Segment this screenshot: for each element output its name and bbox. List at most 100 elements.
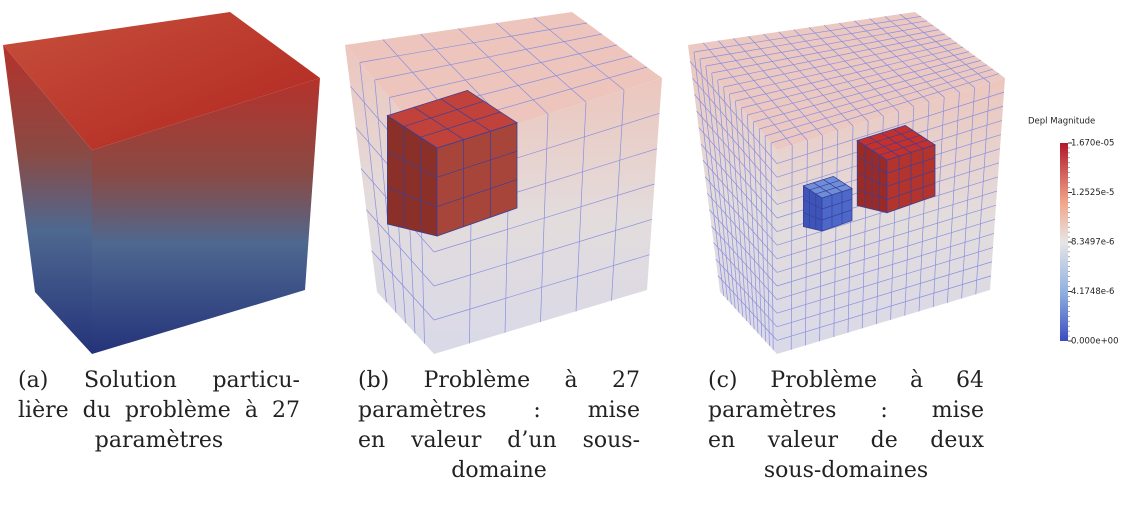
mesh-line [839, 22, 930, 103]
mesh-line [711, 72, 736, 309]
mesh-line [764, 135, 770, 346]
mesh-line [413, 106, 464, 140]
mesh-line [693, 16, 922, 53]
mesh-line [729, 42, 958, 95]
mesh-line [735, 46, 964, 102]
mesh-line [748, 35, 839, 132]
mesh-line [729, 93, 747, 321]
mesh-line [692, 77, 778, 178]
mesh-line [821, 209, 853, 221]
mesh-line [387, 151, 438, 178]
caption-b: (b) Problème à 27 paramètres : mise en val… [358, 366, 640, 486]
mesh-line [699, 58, 728, 301]
mesh-line [699, 20, 928, 60]
colorbar-label: 0.000e+00 [1071, 337, 1119, 347]
mesh-line [735, 100, 751, 326]
mesh-line [717, 275, 778, 341]
caption-line: paramètres : mise [708, 398, 984, 423]
mesh-line [705, 65, 732, 305]
mesh-line [371, 250, 435, 321]
colorbar-label: 1.670e-05 [1071, 139, 1114, 149]
caption-line: domaine [451, 458, 547, 483]
mesh-line [759, 64, 988, 130]
cube-face [3, 12, 320, 150]
mesh-line [961, 87, 975, 299]
mesh-line [693, 51, 725, 297]
mesh-line [815, 184, 846, 195]
mesh-line [752, 121, 763, 338]
mesh-line [704, 176, 778, 260]
cube-face [92, 78, 320, 354]
mesh-line [702, 42, 793, 146]
colorbar-title: Depl Magnitude [1028, 117, 1095, 127]
mesh-line [823, 24, 915, 108]
mesh-line [711, 29, 940, 74]
mesh-line [803, 199, 823, 210]
mesh-line [776, 218, 996, 287]
colorbar-scale [1060, 143, 1068, 341]
mesh-line [813, 182, 833, 196]
mesh-line [436, 150, 518, 178]
mesh-line [733, 38, 823, 136]
mesh-line [869, 18, 960, 93]
cube-face [777, 78, 1005, 354]
mesh-line [776, 91, 1005, 164]
mesh-line [700, 143, 778, 232]
colorbar-label: 4.1748e-6 [1071, 287, 1114, 297]
mesh-line [857, 189, 888, 200]
mesh-line [776, 247, 994, 314]
caption-a: (a) Solution particu-lière du problème à… [18, 366, 300, 456]
mesh-line [723, 86, 744, 317]
caption-line: lière du problème à 27 [18, 398, 300, 423]
mesh-line [717, 79, 740, 313]
mesh-line [747, 55, 976, 116]
mesh-line [947, 92, 960, 303]
mesh-line [696, 110, 778, 205]
mesh-line [776, 261, 993, 328]
mesh-line [776, 275, 992, 341]
mesh-line [776, 190, 998, 260]
mesh-line [753, 60, 982, 123]
mesh-line [879, 139, 928, 156]
mesh-line [776, 204, 997, 273]
mesh-line [763, 33, 854, 127]
cube-face [688, 45, 777, 354]
caption-line: sous-domaines [763, 458, 929, 483]
mesh-line [715, 258, 778, 328]
mesh-line [713, 242, 778, 314]
mesh-line [821, 198, 853, 210]
mesh-line [698, 127, 778, 219]
mesh-line [702, 160, 778, 246]
mesh-line [440, 98, 491, 132]
mesh-line [436, 179, 518, 207]
mesh-line [741, 107, 755, 330]
mesh-line [694, 94, 778, 192]
mesh-line [823, 179, 843, 192]
mesh-line [770, 142, 774, 350]
caption-line: (b) Problème à 27 [358, 368, 640, 393]
mesh-line [975, 82, 991, 295]
mesh-line [403, 100, 485, 127]
mesh-line [886, 170, 936, 187]
cube-renderings [3, 12, 1005, 354]
mesh-line [803, 212, 823, 221]
mesh-line [689, 61, 778, 164]
mesh-line [805, 140, 808, 346]
mesh-line [746, 114, 759, 334]
mesh-line [758, 128, 766, 342]
mesh-line [718, 40, 808, 141]
mesh-line [433, 254, 650, 321]
mesh-line [886, 182, 936, 200]
caption-line: (c) Problème à 64 [708, 368, 984, 393]
mesh-line [723, 38, 952, 88]
mesh-line [918, 101, 930, 312]
caption-c: (c) Problème à 64 paramètres : mise en val… [708, 366, 984, 486]
caption-line: paramètres : mise [358, 398, 640, 423]
mesh-line [793, 29, 884, 117]
caption-line: (a) Solution particu- [18, 368, 300, 393]
mesh-line [778, 31, 869, 122]
mesh-line [809, 180, 840, 191]
colorbar-label: 1.2525e-5 [1071, 188, 1114, 198]
